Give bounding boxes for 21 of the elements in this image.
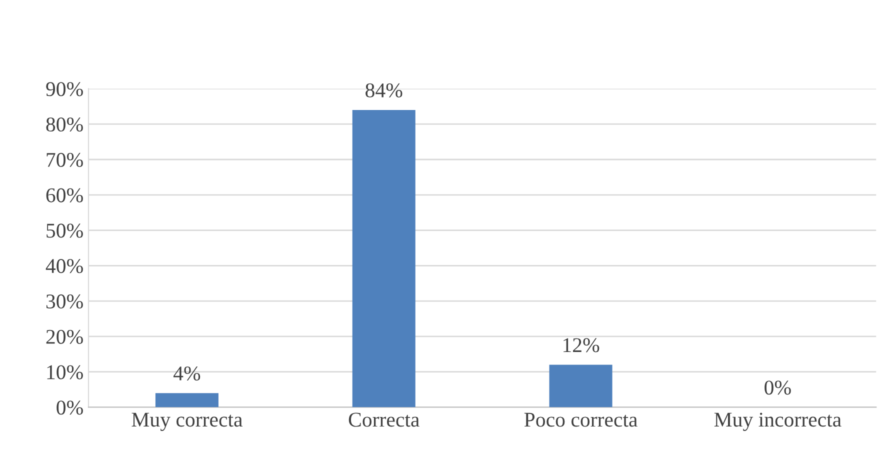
data-label: 4% (173, 366, 200, 381)
y-tick-label: 80% (46, 117, 83, 132)
bar (549, 364, 612, 408)
y-tick-label: 10% (47, 365, 83, 380)
x-tick-label: Poco correcta (524, 412, 638, 427)
y-tick-label: 0% (56, 400, 83, 415)
x-tick-label: Correcta (348, 412, 420, 427)
bar (352, 110, 416, 408)
x-tick-label: Muy incorrecta (714, 412, 842, 431)
y-tick-label: 90% (46, 82, 83, 96)
y-tick-label: 50% (46, 224, 83, 238)
y-tick-label: 40% (46, 259, 83, 274)
y-tick-label: 30% (46, 294, 83, 309)
x-tick-label: Muy correcta (132, 412, 242, 431)
data-label: 84% (366, 83, 402, 98)
y-tick-label: 20% (46, 330, 83, 344)
y-tick-label: 70% (46, 152, 83, 168)
data-label: 12% (564, 338, 600, 352)
bar (155, 393, 218, 408)
data-label: 0% (764, 380, 791, 395)
y-tick-label: 60% (46, 188, 83, 202)
